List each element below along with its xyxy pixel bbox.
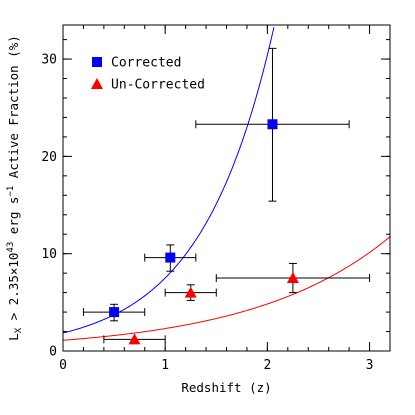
plot-frame <box>62 24 391 352</box>
fit-curve-un-corrected <box>62 236 391 341</box>
legend-label: Un-Corrected <box>111 78 205 93</box>
y-label-base: L <box>6 333 21 341</box>
y-tick-label: 20 <box>41 150 57 165</box>
x-tick-label: 1 <box>161 358 169 373</box>
y-tick-label: 10 <box>41 247 57 262</box>
legend-marker-triangle <box>91 78 103 89</box>
y-label-mid: > 2.35×10 <box>6 253 21 328</box>
y-label-mid2: erg s <box>6 197 21 242</box>
legend: Corrected Un-Corrected <box>91 56 205 93</box>
data-point-triangle <box>128 333 141 345</box>
fit-curve-corrected <box>62 27 275 334</box>
y-axis-label: LX > 2.35×1043 erg s−1 Active Fraction (… <box>6 35 24 341</box>
data-point-square <box>109 307 120 318</box>
fit-curves <box>62 27 391 341</box>
legend-label: Corrected <box>111 56 181 71</box>
x-axis-label: Redshift (z) <box>181 380 271 395</box>
y-label-sup2: −1 <box>6 186 16 197</box>
data-point-square <box>267 119 278 130</box>
data-point-triangle <box>286 272 299 284</box>
x-tick-label: 0 <box>59 358 67 373</box>
x-tick-label: 2 <box>263 358 271 373</box>
y-tick-label: 30 <box>41 53 57 68</box>
legend-marker-square <box>92 57 102 67</box>
y-tick-label: 0 <box>49 345 57 360</box>
x-tick-label: 3 <box>366 358 374 373</box>
data-point-square <box>165 252 176 263</box>
y-label-tail: Active Fraction (%) <box>6 35 21 186</box>
data-point-triangle <box>184 286 197 298</box>
data-markers <box>109 119 299 345</box>
y-label-sup1: 43 <box>6 242 16 253</box>
y-label-sub: X <box>14 327 24 333</box>
